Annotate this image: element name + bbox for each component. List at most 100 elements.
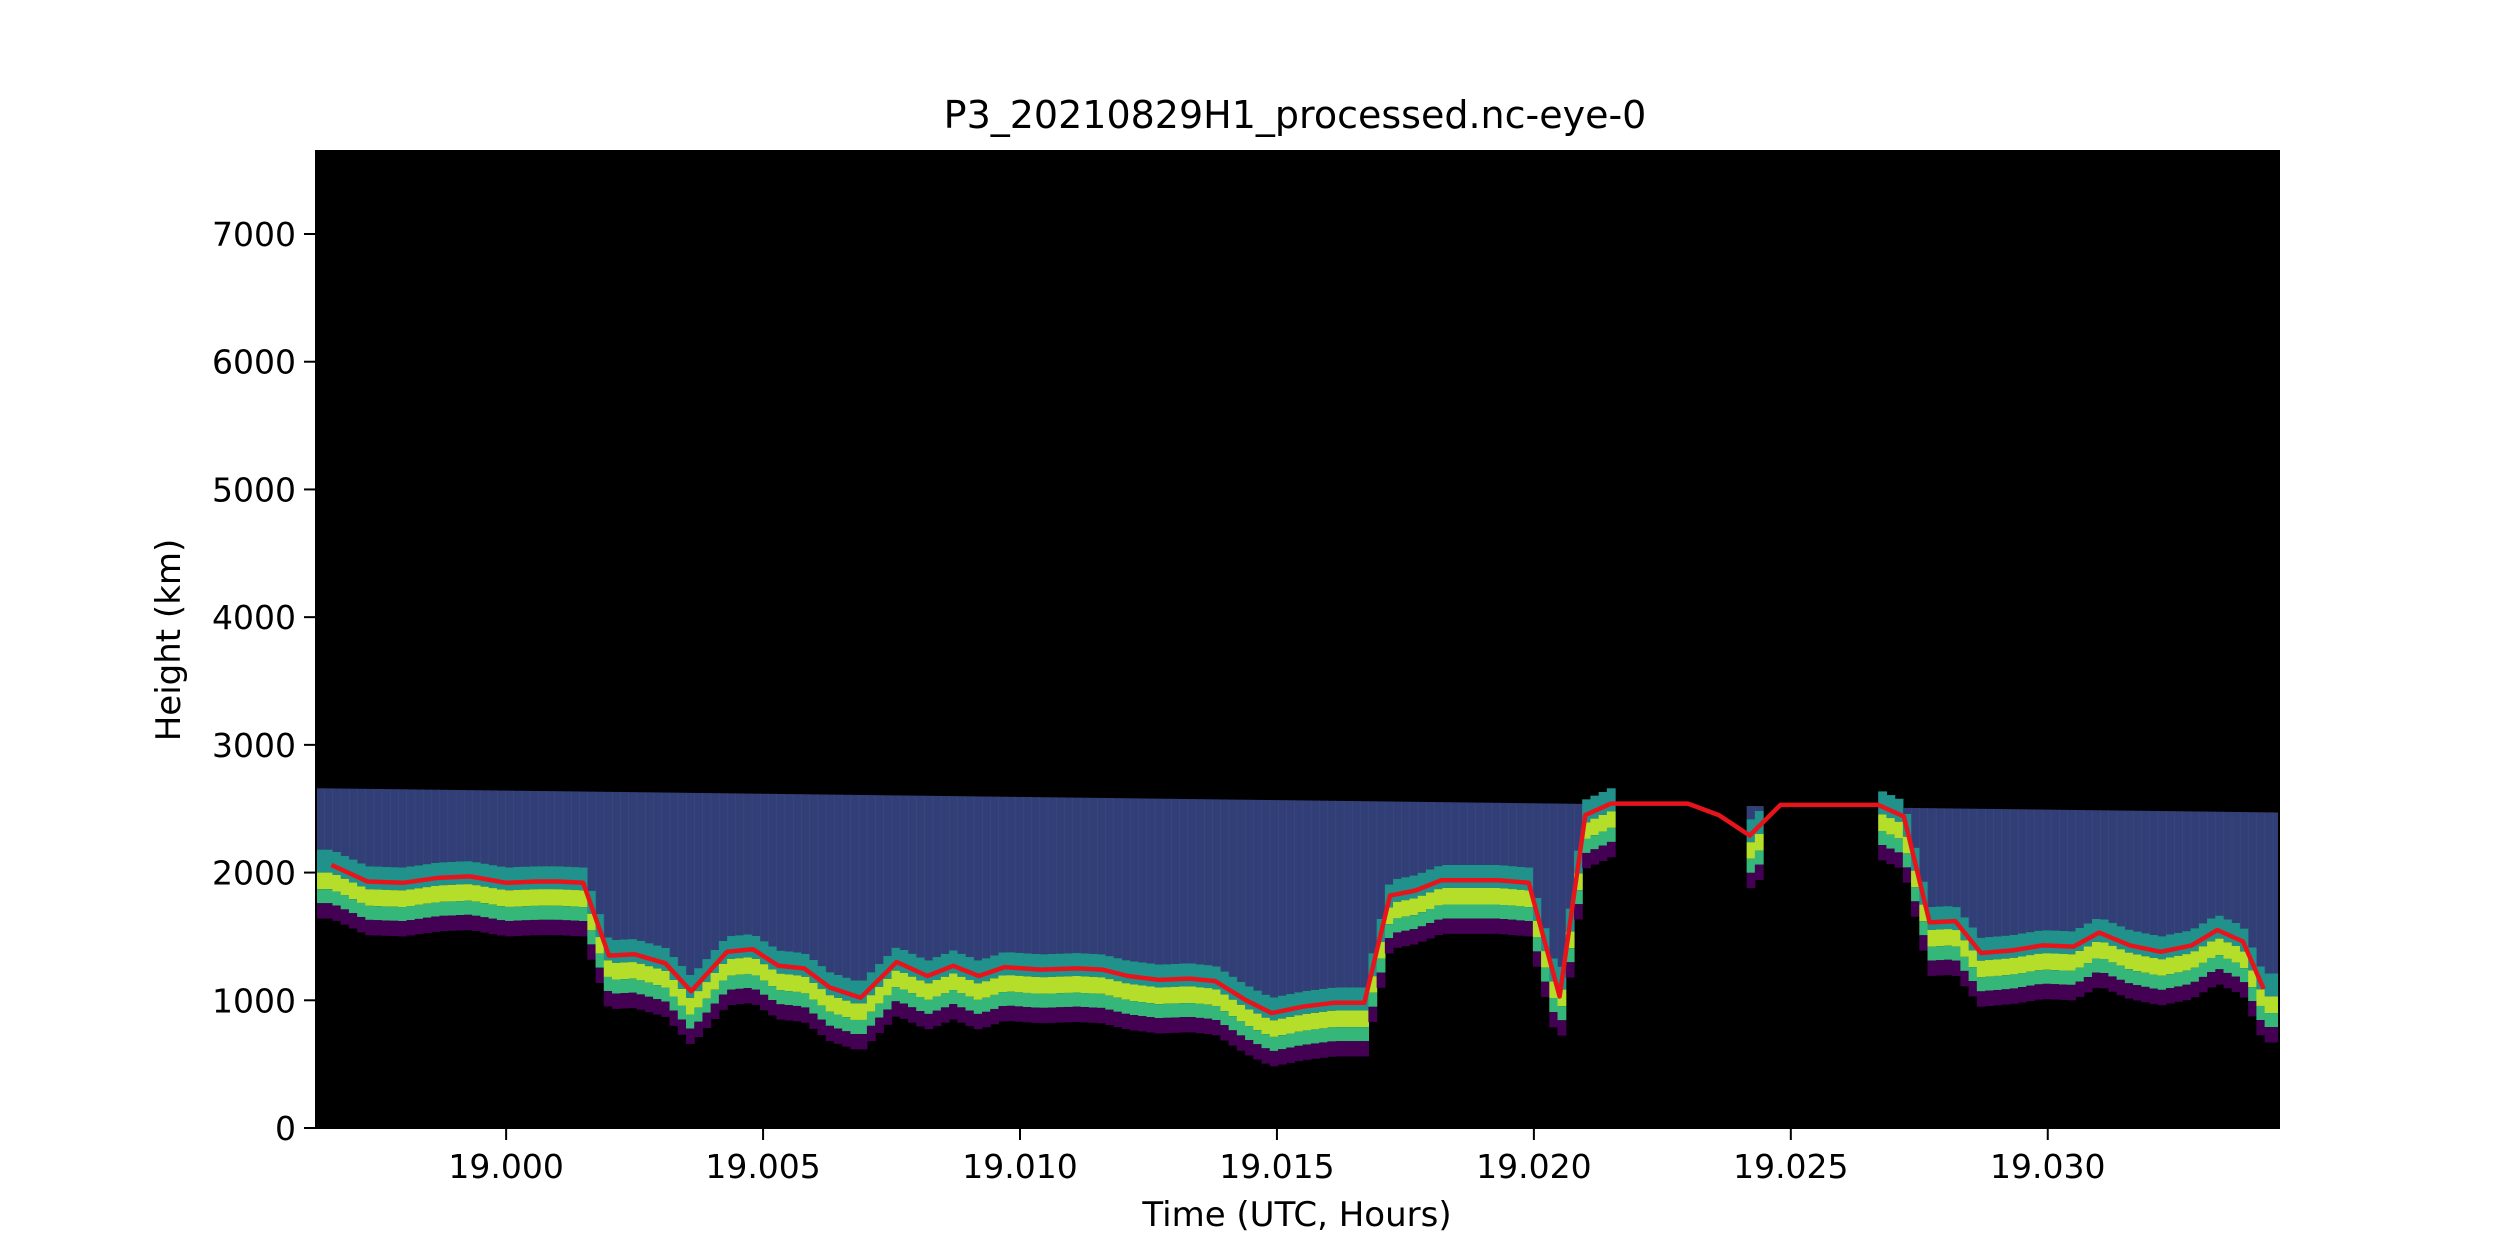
echo-band-upper bbox=[1129, 798, 1139, 962]
echo-band-green bbox=[990, 994, 1000, 1009]
echo-band-lower bbox=[998, 1006, 1008, 1022]
echo-band-core bbox=[644, 966, 654, 983]
echo-band-upper bbox=[1458, 802, 1468, 865]
echo-band-teal bbox=[1894, 798, 1904, 822]
echo-band-upper bbox=[521, 790, 531, 867]
echo-band-upper bbox=[1327, 800, 1337, 988]
echo-band-teal bbox=[1952, 907, 1961, 931]
echo-band-upper bbox=[751, 793, 761, 936]
echo-band-teal bbox=[1261, 994, 1271, 1018]
echo-band-core bbox=[579, 890, 588, 908]
echo-band-core bbox=[1097, 977, 1106, 994]
echo-band-green bbox=[554, 905, 564, 920]
echo-band-lower bbox=[2009, 988, 2019, 1004]
echo-band-green bbox=[620, 979, 630, 994]
echo-band-green bbox=[1911, 887, 1920, 902]
echo-band-upper bbox=[809, 794, 819, 960]
echo-band-lower bbox=[488, 918, 498, 935]
echo-band-teal bbox=[957, 953, 967, 977]
echo-band-core bbox=[620, 962, 630, 980]
echo-band-lower bbox=[513, 920, 523, 936]
echo-band-teal bbox=[1606, 788, 1616, 812]
echo-band-lower bbox=[776, 1004, 786, 1020]
echo-band-lower bbox=[973, 1013, 983, 1030]
echo-band-lower bbox=[2149, 988, 2159, 1004]
echo-band-green bbox=[1541, 967, 1550, 982]
echo-band-lower bbox=[702, 1012, 712, 1029]
echo-band-core bbox=[825, 995, 835, 1012]
echo-band-green bbox=[949, 990, 958, 1005]
echo-band-teal bbox=[1927, 906, 1937, 930]
echo-band-core bbox=[2239, 951, 2249, 969]
echo-band-upper bbox=[1754, 806, 1764, 812]
echo-band-green bbox=[2026, 971, 2035, 986]
echo-band-core bbox=[1557, 989, 1567, 1007]
echo-band-lower bbox=[1245, 1040, 1254, 1056]
echo-band-green bbox=[759, 980, 769, 995]
echo-band-teal bbox=[1269, 997, 1279, 1021]
echo-band-core bbox=[406, 889, 416, 907]
echo-band-teal bbox=[801, 953, 810, 977]
echo-band-lower bbox=[669, 1010, 679, 1026]
echo-band-core bbox=[866, 995, 876, 1012]
echo-band-teal bbox=[1162, 964, 1172, 988]
echo-band-lower bbox=[2157, 989, 2167, 1006]
echo-band-green bbox=[373, 906, 383, 921]
echo-band-green bbox=[324, 889, 334, 904]
echo-band-green bbox=[1993, 975, 2003, 990]
echo-band-teal bbox=[2207, 918, 2216, 942]
echo-band-teal bbox=[2264, 973, 2274, 997]
echo-band-green bbox=[1072, 992, 1082, 1007]
echo-band-upper bbox=[1031, 797, 1041, 954]
echo-band-core bbox=[1310, 1012, 1320, 1030]
echo-band-lower bbox=[1310, 1043, 1320, 1059]
echo-band-teal bbox=[1598, 791, 1608, 815]
echo-band-lower bbox=[570, 920, 580, 937]
echo-band-lower bbox=[2190, 981, 2200, 998]
echo-band-green bbox=[513, 906, 523, 921]
echo-band-green bbox=[1524, 907, 1534, 922]
echo-band-upper bbox=[1516, 803, 1526, 867]
echo-band-lower bbox=[1483, 918, 1493, 934]
echo-band-green bbox=[1220, 1011, 1230, 1026]
echo-band-green bbox=[677, 1005, 687, 1020]
echo-band-green bbox=[1968, 967, 1978, 982]
echo-band-upper bbox=[406, 789, 416, 867]
echo-band-lower bbox=[1902, 867, 1912, 883]
echo-band-core bbox=[2083, 946, 2093, 964]
echo-band-green bbox=[1985, 976, 1994, 991]
echo-band-lower bbox=[1236, 1035, 1246, 1051]
echo-band-core bbox=[2190, 951, 2200, 968]
echo-band-green bbox=[398, 907, 408, 922]
echo-band-teal bbox=[2108, 922, 2118, 946]
echo-band-lower bbox=[809, 1013, 819, 1029]
echo-band-green bbox=[2009, 974, 2019, 989]
echo-band-teal bbox=[1047, 953, 1057, 977]
echo-band-green bbox=[2264, 1013, 2274, 1028]
echo-band-core bbox=[1319, 1011, 1328, 1029]
echo-band-lower bbox=[1450, 918, 1460, 934]
echo-band-upper bbox=[718, 793, 728, 941]
echo-band-green bbox=[1573, 890, 1583, 905]
echo-band-lower bbox=[743, 988, 753, 1004]
echo-band-green bbox=[661, 987, 671, 1002]
echo-band-lower bbox=[1006, 1005, 1016, 1022]
echo-band-lower bbox=[1368, 1006, 1378, 1023]
echo-band-lower bbox=[463, 914, 473, 931]
echo-band-lower bbox=[1228, 1030, 1238, 1046]
echo-band-upper bbox=[2239, 812, 2249, 929]
echo-band-upper bbox=[2075, 810, 2085, 928]
echo-band-upper bbox=[1475, 802, 1485, 865]
echo-band-upper bbox=[1310, 800, 1320, 990]
echo-band-lower bbox=[1294, 1045, 1304, 1062]
echo-band-core bbox=[1911, 870, 1920, 888]
echo-band-core bbox=[990, 978, 1000, 995]
echo-band-core bbox=[949, 973, 958, 991]
echo-band-lower bbox=[1187, 1017, 1197, 1033]
echo-band-core bbox=[2034, 953, 2044, 971]
echo-band-teal bbox=[2100, 919, 2109, 943]
echo-band-core bbox=[1483, 887, 1493, 905]
echo-band-upper bbox=[1467, 802, 1476, 865]
echo-band-lower bbox=[1080, 1007, 1090, 1023]
echo-band-lower bbox=[1541, 981, 1550, 998]
